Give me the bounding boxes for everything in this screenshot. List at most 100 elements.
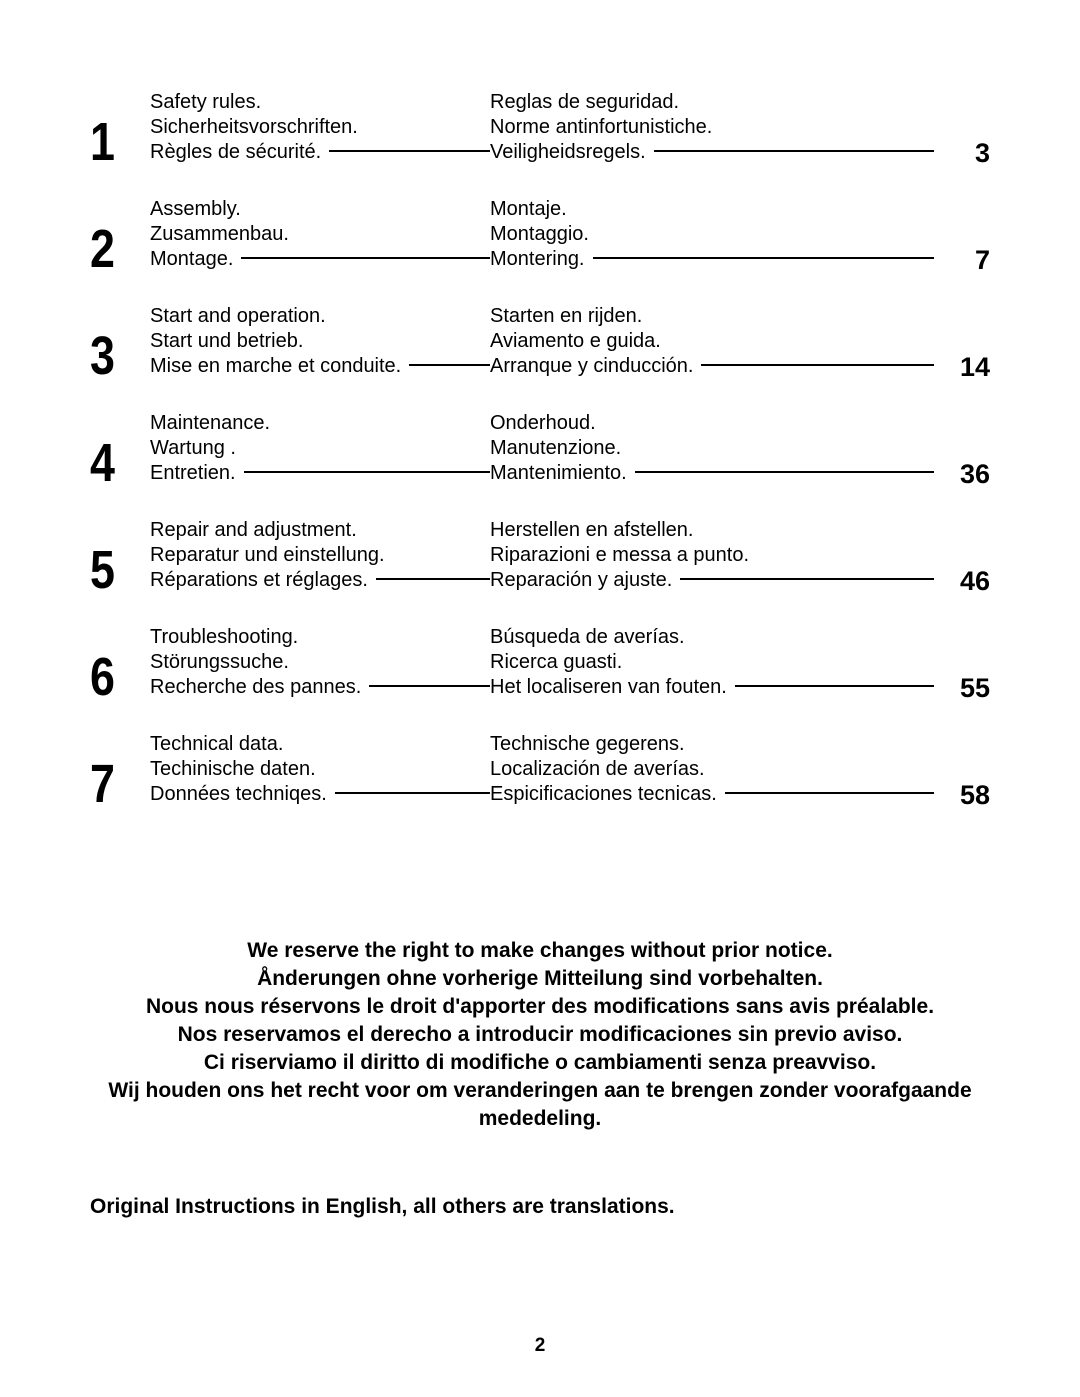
notice-line: Wij houden ons het recht voor om verande… xyxy=(90,1077,990,1133)
toc-term: Données techniqes. xyxy=(150,782,327,807)
leader-rule xyxy=(369,685,490,687)
toc-columns: Technical data.Techinische daten.Données… xyxy=(150,732,940,807)
toc-term-last: Règles de sécurité. xyxy=(150,140,490,165)
toc-term: Réparations et réglages. xyxy=(150,568,368,593)
chapter-number: 3 xyxy=(90,329,140,383)
toc-row: 1Safety rules.Sicherheitsvorschriften.Rè… xyxy=(90,90,990,165)
toc-col-right: Starten en rijden.Aviamento e guida.Arra… xyxy=(490,304,940,379)
toc-columns: Repair and adjustment.Reparatur und eins… xyxy=(150,518,940,593)
toc-term: Repair and adjustment. xyxy=(150,518,490,543)
chapter-number: 4 xyxy=(90,436,140,490)
toc-columns: Start and operation.Start und betrieb.Mi… xyxy=(150,304,940,379)
toc-term-last: Mantenimiento. xyxy=(490,461,940,486)
toc-col-left: Technical data.Techinische daten.Données… xyxy=(150,732,490,807)
toc-term-last: Mise en marche et conduite. xyxy=(150,354,490,379)
leader-rule xyxy=(241,257,490,259)
leader-rule xyxy=(654,150,934,152)
toc-page-number: 14 xyxy=(940,354,990,381)
toc-page: 1Safety rules.Sicherheitsvorschriften.Rè… xyxy=(0,0,1080,1397)
toc-term-last: Arranque y cinducción. xyxy=(490,354,940,379)
toc-term: Montaggio. xyxy=(490,222,940,247)
toc-col-left: Safety rules.Sicherheitsvorschriften.Règ… xyxy=(150,90,490,165)
leader-rule xyxy=(701,364,934,366)
toc-term: Het localiseren van fouten. xyxy=(490,675,727,700)
toc-term: Recherche des pannes. xyxy=(150,675,361,700)
notice-line: We reserve the right to make changes wit… xyxy=(90,937,990,965)
leader-rule xyxy=(329,150,490,152)
toc-term-last: Montage. xyxy=(150,247,490,272)
toc-col-right: Búsqueda de averías.Ricerca guasti.Het l… xyxy=(490,625,940,700)
toc-page-number: 58 xyxy=(940,782,990,809)
toc-row: 3Start and operation.Start und betrieb.M… xyxy=(90,304,990,379)
toc-term: Norme antinfortunistiche. xyxy=(490,115,940,140)
toc-term: Veiligheidsregels. xyxy=(490,140,646,165)
toc-term: Troubleshooting. xyxy=(150,625,490,650)
toc-term-last: Réparations et réglages. xyxy=(150,568,490,593)
toc-row: 4Maintenance.Wartung .Entretien.Onderhou… xyxy=(90,411,990,486)
toc-term: Règles de sécurité. xyxy=(150,140,321,165)
leader-rule xyxy=(409,364,490,366)
leader-rule xyxy=(244,471,490,473)
toc-term: Technical data. xyxy=(150,732,490,757)
toc-term: Start and operation. xyxy=(150,304,490,329)
toc-col-right: Technische gegerens.Localización de aver… xyxy=(490,732,940,807)
leader-rule xyxy=(593,257,935,259)
toc-page-number: 7 xyxy=(940,247,990,274)
toc-page-number: 3 xyxy=(940,140,990,167)
toc-row: 7Technical data.Techinische daten.Donnée… xyxy=(90,732,990,807)
toc-term: Safety rules. xyxy=(150,90,490,115)
chapter-number: 6 xyxy=(90,650,140,704)
toc-term-last: Données techniqes. xyxy=(150,782,490,807)
toc-term-last: Montering. xyxy=(490,247,940,272)
leader-rule xyxy=(635,471,934,473)
toc-col-right: Onderhoud.Manutenzione.Mantenimiento. xyxy=(490,411,940,486)
toc-term: Störungssuche. xyxy=(150,650,490,675)
toc-term: Reparación y ajuste. xyxy=(490,568,672,593)
toc-term: Technische gegerens. xyxy=(490,732,940,757)
leader-rule xyxy=(735,685,934,687)
toc-term: Entretien. xyxy=(150,461,236,486)
toc-term: Onderhoud. xyxy=(490,411,940,436)
toc-term: Techinische daten. xyxy=(150,757,490,782)
toc-term-last: Het localiseren van fouten. xyxy=(490,675,940,700)
toc-term-last: Reparación y ajuste. xyxy=(490,568,940,593)
toc-columns: Assembly.Zusammenbau.Montage.Montaje.Mon… xyxy=(150,197,940,272)
notice-line: Ånderungen ohne vorherige Mitteilung sin… xyxy=(90,965,990,993)
toc-columns: Maintenance.Wartung .Entretien.Onderhoud… xyxy=(150,411,940,486)
toc-col-right: Montaje.Montaggio.Montering. xyxy=(490,197,940,272)
toc-term: Manutenzione. xyxy=(490,436,940,461)
leader-rule xyxy=(335,792,490,794)
leader-rule xyxy=(376,578,490,580)
toc-term-last: Entretien. xyxy=(150,461,490,486)
toc-col-left: Repair and adjustment.Reparatur und eins… xyxy=(150,518,490,593)
toc-columns: Troubleshooting.Störungssuche.Recherche … xyxy=(150,625,940,700)
toc-term: Reparatur und einstellung. xyxy=(150,543,490,568)
toc-page-number: 36 xyxy=(940,461,990,488)
notice-line: Nos reservamos el derecho a introducir m… xyxy=(90,1021,990,1049)
toc-term: Herstellen en afstellen. xyxy=(490,518,940,543)
chapter-number: 2 xyxy=(90,222,140,276)
toc-term-last: Veiligheidsregels. xyxy=(490,140,940,165)
toc-term: Montering. xyxy=(490,247,585,272)
toc-col-right: Herstellen en afstellen.Riparazioni e me… xyxy=(490,518,940,593)
toc-term: Arranque y cinducción. xyxy=(490,354,693,379)
toc-col-left: Assembly.Zusammenbau.Montage. xyxy=(150,197,490,272)
toc-term: Aviamento e guida. xyxy=(490,329,940,354)
toc-term: Riparazioni e messa a punto. xyxy=(490,543,940,568)
toc-term: Starten en rijden. xyxy=(490,304,940,329)
toc-page-number: 55 xyxy=(940,675,990,702)
toc-row: 2Assembly.Zusammenbau.Montage.Montaje.Mo… xyxy=(90,197,990,272)
toc-term: Búsqueda de averías. xyxy=(490,625,940,650)
toc-term: Reglas de seguridad. xyxy=(490,90,940,115)
chapter-number: 1 xyxy=(90,115,140,169)
leader-rule xyxy=(680,578,934,580)
toc-term: Montage. xyxy=(150,247,233,272)
table-of-contents: 1Safety rules.Sicherheitsvorschriften.Rè… xyxy=(90,90,990,807)
toc-term-last: Espicificaciones tecnicas. xyxy=(490,782,940,807)
toc-term: Ricerca guasti. xyxy=(490,650,940,675)
toc-term-last: Recherche des pannes. xyxy=(150,675,490,700)
toc-term: Localización de averías. xyxy=(490,757,940,782)
notice-line: Nous nous réservons le droit d'apporter … xyxy=(90,993,990,1021)
notice-line: Ci riserviamo il diritto di modifiche o … xyxy=(90,1049,990,1077)
toc-term: Wartung . xyxy=(150,436,490,461)
